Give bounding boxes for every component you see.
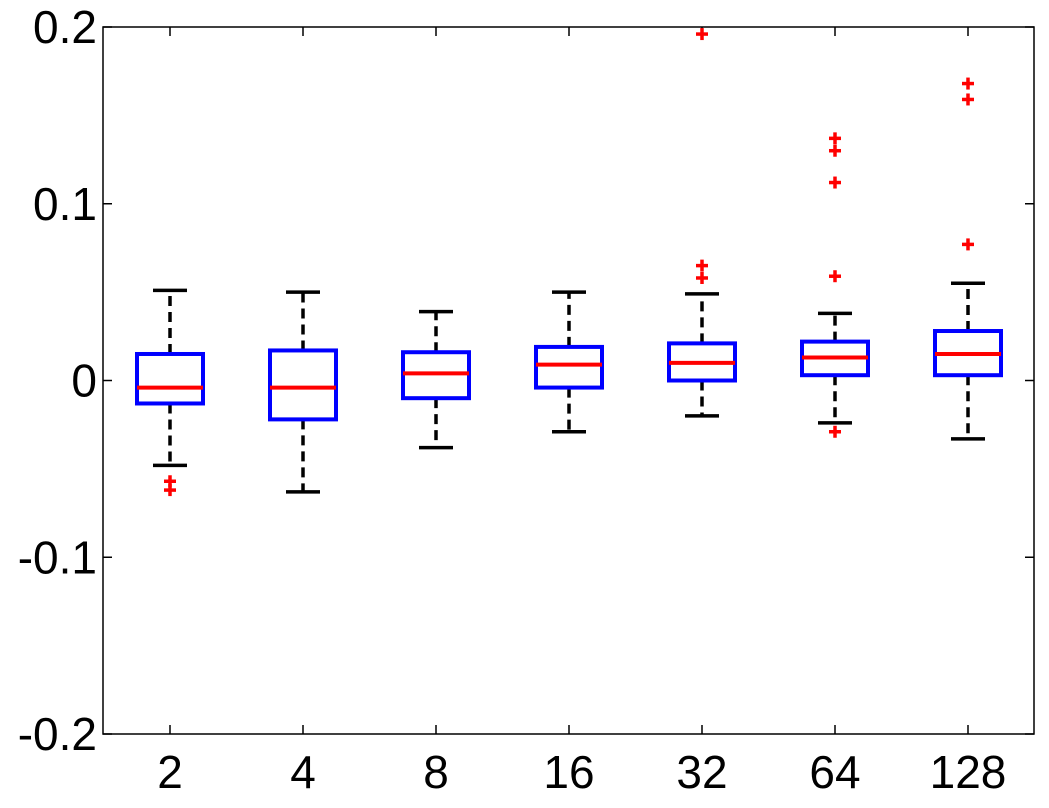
box-group-64 xyxy=(800,132,870,438)
x-axis: 2 4 8 16 32 64 128 xyxy=(157,27,1006,798)
outlier-marker xyxy=(696,271,708,284)
outlier-marker xyxy=(696,28,708,41)
box-group-16 xyxy=(534,290,604,434)
outlier-marker xyxy=(829,132,841,145)
outlier-marker xyxy=(696,259,708,272)
y-tick-label: -0.1 xyxy=(18,531,97,583)
outlier-marker xyxy=(829,270,841,283)
x-tick-label: 2 xyxy=(157,746,183,798)
outlier-marker xyxy=(829,144,841,157)
outlier-marker xyxy=(962,93,974,106)
y-tick-label: 0 xyxy=(71,355,97,407)
box-group-2 xyxy=(135,288,205,497)
box-group-128 xyxy=(933,77,1003,441)
outlier-marker xyxy=(829,425,841,438)
y-tick-label: 0.1 xyxy=(33,178,97,230)
x-tick-label: 8 xyxy=(423,746,449,798)
y-axis: 0.2 0.1 0 -0.1 -0.2 xyxy=(18,1,1034,760)
outlier-marker xyxy=(962,238,974,251)
outlier-marker xyxy=(829,176,841,189)
outlier-marker xyxy=(164,484,176,497)
outlier-marker xyxy=(962,77,974,90)
x-tick-label: 128 xyxy=(930,746,1007,798)
plot-area xyxy=(102,26,1035,735)
x-tick-label: 32 xyxy=(676,746,727,798)
iqr-box xyxy=(135,351,205,406)
y-tick-label: 0.2 xyxy=(33,1,97,53)
box-group-8 xyxy=(401,309,471,450)
x-tick-label: 64 xyxy=(809,746,860,798)
x-tick-label: 4 xyxy=(290,746,316,798)
box-group-4 xyxy=(268,290,338,494)
x-tick-label: 16 xyxy=(543,746,594,798)
iqr-box xyxy=(534,344,604,390)
box-series xyxy=(135,28,1003,497)
iqr-box xyxy=(268,348,338,422)
y-tick-label: -0.2 xyxy=(18,708,97,760)
box-group-32 xyxy=(667,28,737,418)
